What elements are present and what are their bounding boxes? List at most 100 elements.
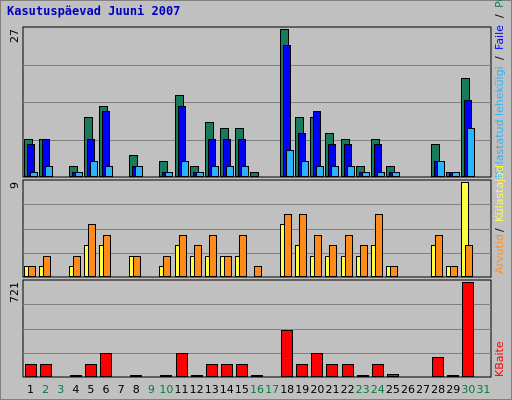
bar-hits_alt xyxy=(435,235,443,277)
bar-kbytes xyxy=(342,364,354,377)
bar-hits_alt xyxy=(163,256,171,277)
bar-files xyxy=(241,166,249,177)
bar-kbytes xyxy=(221,364,233,377)
bar-hits_alt xyxy=(390,266,398,277)
x-tick-label: 16 xyxy=(250,383,264,396)
bar-kbytes xyxy=(311,353,323,377)
bar-files xyxy=(286,150,294,177)
y-max-label: 27 xyxy=(8,29,21,43)
x-tick-label: 26 xyxy=(401,383,415,396)
bar-hits_alt xyxy=(209,235,217,277)
bar-kbytes xyxy=(387,374,399,377)
bar-pages xyxy=(27,144,35,177)
bar-visits xyxy=(250,172,259,177)
bar-hits_alt xyxy=(375,214,383,277)
legend-slash2: / xyxy=(493,14,506,18)
bar-files xyxy=(362,172,370,177)
bar-kbytes xyxy=(160,375,172,377)
chart-title: Kasutuspäevad Juuni 2007 xyxy=(7,4,181,18)
bar-kbytes xyxy=(191,375,203,377)
panel-kbytes xyxy=(22,279,492,378)
legend-visits: Pöördumisi xyxy=(493,0,506,8)
x-tick-label: 3 xyxy=(57,383,64,396)
bar-kbytes xyxy=(70,375,82,377)
x-tick-label: 4 xyxy=(72,383,79,396)
x-tick-label: 7 xyxy=(118,383,125,396)
bar-files xyxy=(45,166,53,177)
bar-files xyxy=(437,161,445,177)
bar-files xyxy=(301,161,309,177)
bar-files xyxy=(452,172,460,177)
x-tick-label: 19 xyxy=(295,383,309,396)
bar-hits_alt xyxy=(239,235,247,277)
legend-hits_alt: Arvutid xyxy=(493,234,506,274)
x-tick-label: 13 xyxy=(205,383,219,396)
bar-hits_alt xyxy=(103,235,111,277)
bar-hits_alt xyxy=(345,235,353,277)
bar-files xyxy=(467,128,475,177)
bar-kbytes xyxy=(357,375,369,377)
bar-files xyxy=(75,172,83,177)
bar-kbytes xyxy=(130,375,142,377)
bar-files xyxy=(181,161,189,177)
x-tick-label: 30 xyxy=(461,383,475,396)
bar-hits_alt xyxy=(465,245,473,277)
bar-kbytes xyxy=(326,364,338,377)
bar-files xyxy=(211,166,219,177)
bar-hits_alt xyxy=(224,256,232,277)
x-tick-label: 28 xyxy=(431,383,445,396)
bar-files xyxy=(392,172,400,177)
bar-kbytes xyxy=(25,364,37,377)
bar-files xyxy=(377,172,385,177)
legend-hits: Külastajad xyxy=(493,165,506,222)
x-tick-label: 5 xyxy=(87,383,94,396)
bar-files xyxy=(30,172,38,177)
bar-kbytes xyxy=(176,353,188,377)
bar-hits_alt xyxy=(450,266,458,277)
bar-kbytes xyxy=(296,364,308,377)
bar-kbytes xyxy=(40,364,52,377)
bar-hits_alt xyxy=(194,245,202,277)
bar-hits_alt xyxy=(299,214,307,277)
x-tick-label: 18 xyxy=(280,383,294,396)
bar-hits_alt xyxy=(314,235,322,277)
x-tick-label: 2 xyxy=(42,383,49,396)
bar-files xyxy=(135,166,143,177)
x-tick-label: 29 xyxy=(446,383,460,396)
bar-hits_alt xyxy=(179,235,187,277)
bar-kbytes xyxy=(85,364,97,377)
bar-hits_alt xyxy=(73,256,81,277)
bar-files xyxy=(226,166,234,177)
legend-slash3: / xyxy=(493,228,506,232)
bar-kbytes xyxy=(236,364,248,377)
x-tick-label: 17 xyxy=(265,383,279,396)
y-max-label: 9 xyxy=(8,182,21,189)
bar-kbytes xyxy=(100,353,112,377)
x-tick-label: 15 xyxy=(235,383,249,396)
bar-pages xyxy=(374,144,382,177)
bar-files xyxy=(165,172,173,177)
bar-files xyxy=(196,172,204,177)
bar-hits_alt xyxy=(329,245,337,277)
bar-hits_alt xyxy=(360,245,368,277)
x-tick-label: 1 xyxy=(27,383,34,396)
y-max-label: 721 xyxy=(8,282,21,303)
x-tick-label: 9 xyxy=(148,383,155,396)
x-tick-label: 10 xyxy=(159,383,173,396)
x-tick-label: 24 xyxy=(371,383,385,396)
bar-hits_alt xyxy=(88,224,96,277)
x-tick-label: 25 xyxy=(386,383,400,396)
bar-files xyxy=(331,166,339,177)
legend-kbytes: KBaite xyxy=(493,341,506,377)
bar-kbytes xyxy=(251,375,263,377)
bar-kbytes xyxy=(447,375,459,377)
legend-pages: Faile xyxy=(493,25,506,50)
bar-kbytes xyxy=(432,357,444,377)
x-tick-label: 12 xyxy=(190,383,204,396)
x-tick-label: 20 xyxy=(310,383,324,396)
bar-kbytes xyxy=(206,364,218,377)
bar-hits_alt xyxy=(133,256,141,277)
legend-files: Külastatud lehekülgi xyxy=(493,66,506,178)
legend-slash1: / xyxy=(493,56,506,60)
